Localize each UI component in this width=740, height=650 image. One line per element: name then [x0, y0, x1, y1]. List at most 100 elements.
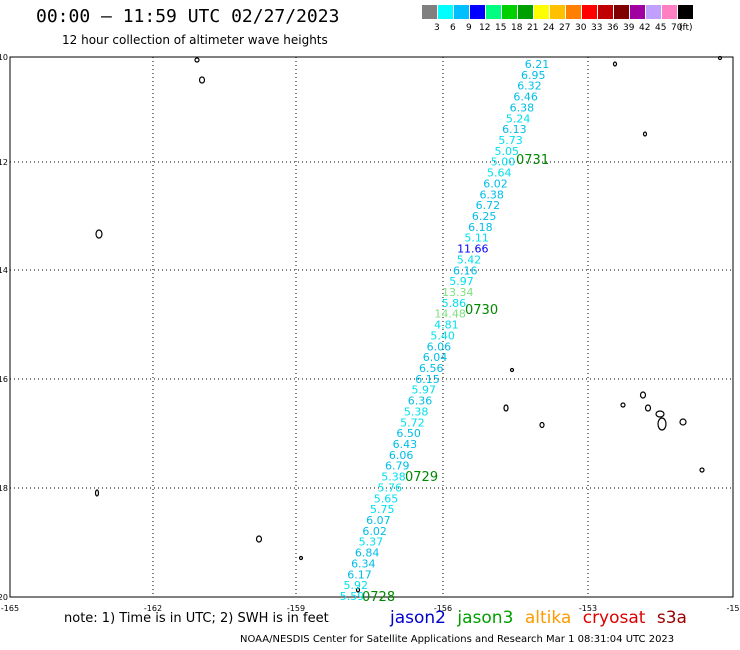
satellite-label-altika: altika	[524, 608, 572, 628]
swh-value-label: 5.37	[359, 536, 384, 549]
footer-credit: NOAA/NESDIS Center for Satellite Applica…	[240, 634, 675, 645]
swh-value-label: 6.13	[502, 123, 527, 136]
legend-swatch	[422, 5, 438, 19]
swh-value-label: 5.97	[449, 275, 474, 288]
swh-value-label: 5.38	[404, 405, 429, 418]
legend-swatch	[486, 5, 502, 19]
x-tick-label: -153	[579, 604, 597, 613]
swh-value-label: 6.06	[389, 449, 414, 462]
swh-value-label: 5.92	[344, 579, 369, 592]
swh-value-label: 14.48	[434, 308, 466, 321]
island-outline	[94, 489, 100, 497]
y-tick-label: -16	[0, 375, 8, 384]
track-time-label: 0728	[362, 590, 395, 605]
island-outline	[657, 417, 667, 431]
swh-value-label: 6.15	[415, 373, 440, 386]
swh-value-label: 6.79	[385, 460, 410, 473]
swh-value-label: 6.02	[483, 177, 508, 190]
axis-ticks: -10 -12 -14 -16 -18 -20 -165 -162 -159 -156 -153 -1…	[0, 53, 740, 613]
swh-value-label: 5.59	[340, 590, 365, 603]
legend-label: 45	[655, 23, 667, 33]
x-tick-label: -159	[287, 604, 305, 613]
map-frame	[9, 56, 734, 598]
swh-value-label: 6.02	[362, 525, 387, 538]
island-outline	[620, 402, 626, 408]
island-outline	[717, 55, 723, 61]
x-tick-label: -15	[726, 604, 739, 613]
swh-value-label: 11.66	[457, 243, 489, 256]
y-tick-label: -10	[0, 53, 8, 62]
legend-swatch	[582, 5, 598, 19]
island-outline	[644, 404, 652, 412]
swh-value-label: 6.38	[510, 101, 535, 114]
swh-value-label: 6.18	[468, 221, 493, 234]
track-time-label: 0731	[516, 153, 549, 168]
island-outline	[679, 418, 687, 426]
map-border	[9, 56, 734, 598]
swh-value-label: 5.72	[400, 416, 425, 429]
legend-swatch	[550, 5, 566, 19]
legend-label: 15	[495, 23, 507, 33]
legend-swatch	[502, 5, 518, 19]
swh-value-label: 5.38	[381, 471, 406, 484]
legend-swatch	[518, 5, 534, 19]
swh-value-label: 5.40	[430, 329, 455, 342]
y-tick-label: -20	[0, 593, 8, 602]
swh-value-label: 6.32	[517, 80, 542, 93]
swh-value-label: 6.06	[427, 340, 452, 353]
swh-value-label: 6.46	[513, 91, 538, 104]
satellite-label-jason2: jason2	[390, 608, 446, 628]
legend-swatch	[470, 5, 486, 19]
swh-value-label: 6.84	[355, 547, 380, 560]
legend-swatch	[614, 5, 630, 19]
island-outline	[194, 57, 200, 63]
island-outline	[642, 131, 648, 137]
map-grid	[10, 57, 733, 597]
swh-value-label: 6.07	[366, 514, 391, 527]
island-outline	[509, 367, 515, 373]
x-tick-label: -165	[1, 604, 19, 613]
legend-swatch	[630, 5, 646, 19]
swh-value-label: 5.65	[374, 492, 399, 505]
swh-value-label: 6.34	[351, 557, 376, 570]
satellite-label-cryosat: cryosat	[582, 608, 646, 628]
legend-label: 9	[466, 23, 472, 33]
satellite-legend: jason2 jason3 altika cryosat s3a	[390, 608, 693, 628]
legend-label: 39	[623, 23, 635, 33]
swh-value-label: 6.50	[396, 427, 421, 440]
swh-value-label: 6.56	[419, 362, 444, 375]
island-outlines	[94, 55, 723, 593]
swh-value-label: 5.11	[464, 232, 489, 245]
track-time-label: 0730	[465, 303, 498, 318]
legend-label: (ft)	[679, 23, 693, 33]
legend-swatch	[438, 5, 454, 19]
legend-label: 33	[591, 23, 603, 33]
page-title: 00:00 – 11:59 UTC 02/27/2023	[36, 6, 340, 27]
swh-value-label: 6.17	[347, 568, 372, 581]
x-tick-label: -162	[144, 604, 162, 613]
legend-label: 21	[527, 23, 539, 33]
island-outline	[539, 421, 545, 429]
legend-swatch	[646, 5, 662, 19]
legend-label: 3	[434, 23, 440, 33]
legend-swatch	[678, 5, 694, 19]
y-tick-label: -12	[0, 158, 8, 167]
swh-value-label: 5.05	[495, 145, 520, 158]
island-outline	[298, 555, 304, 561]
legend-label: 27	[559, 23, 571, 33]
island-outline	[198, 76, 206, 84]
swh-value-label: 5.73	[498, 134, 523, 147]
island-outline	[699, 467, 705, 473]
swh-value-label: 5.64	[487, 167, 512, 180]
legend-label: 24	[543, 23, 555, 33]
swh-value-label: 6.04	[423, 351, 448, 364]
legend-label: 18	[511, 23, 523, 33]
swh-value-label: 5.24	[506, 112, 531, 125]
island-outline	[503, 404, 509, 412]
swh-value-label: 5.86	[442, 297, 467, 310]
swh-value-label: 6.21	[525, 58, 550, 71]
island-outline	[655, 410, 665, 418]
swh-value-label: 6.25	[472, 210, 497, 223]
x-tick-label: -156	[434, 604, 452, 613]
